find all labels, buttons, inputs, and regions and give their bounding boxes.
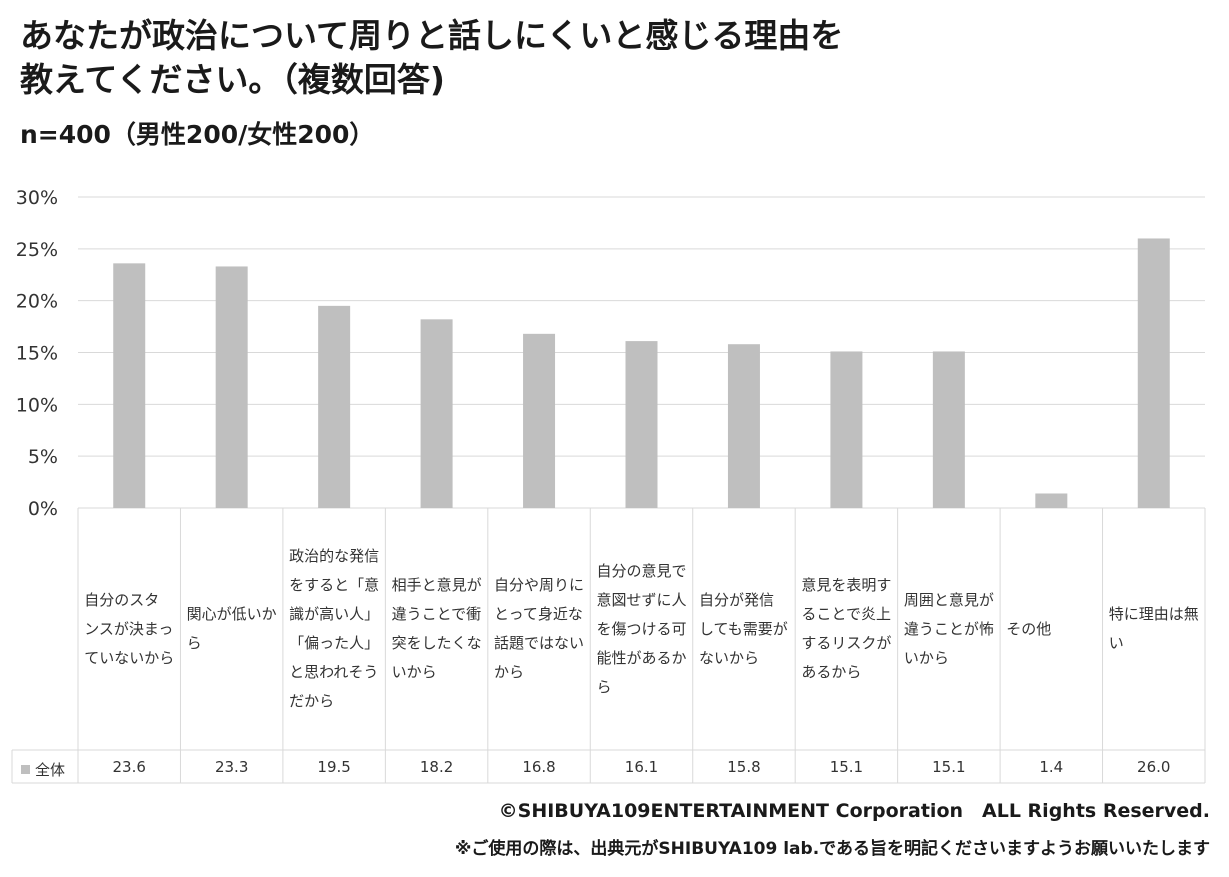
x-category-label: 自分が発信しても需要がないから xyxy=(693,508,795,750)
x-category-label: 自分や周りにとって身近な話題ではないから xyxy=(488,508,590,750)
bar xyxy=(1035,493,1068,508)
footer-copyright: ©SHIBUYA109ENTERTAINMENT Corporation ALL… xyxy=(498,800,1210,822)
y-tick-label: 10% xyxy=(16,394,58,416)
bar xyxy=(727,344,760,508)
legend-series-name: 全体 xyxy=(35,761,66,779)
x-category-label: その他 xyxy=(1000,508,1102,750)
x-category-label: 周囲と意見が違うことが怖いから xyxy=(898,508,1000,750)
y-tick-label: 25% xyxy=(16,239,58,261)
bar xyxy=(420,319,453,508)
data-table-value: 26.0 xyxy=(1137,757,1171,776)
x-category-text: 周囲と意見が違うことが怖いから xyxy=(903,590,994,667)
x-category-text: 自分が発信しても需要がないから xyxy=(698,590,788,667)
data-table-value: 1.4 xyxy=(1039,757,1064,776)
x-category-label: 意見を表明することで炎上するリスクがあるから xyxy=(795,508,897,750)
x-category-label: 相手と意見が違うことで衝突をしたくないから xyxy=(385,508,487,750)
data-table-value: 23.3 xyxy=(214,757,249,776)
x-category-label: 政治的な発信をすると「意識が高い人」「偏った人」と思われそうだから xyxy=(283,508,385,750)
x-category-text: 自分のスタンスが決まっていないから xyxy=(84,590,175,667)
x-category-text: 関心が低いから xyxy=(186,605,277,652)
bar xyxy=(523,333,556,508)
data-table-value: 16.8 xyxy=(522,757,556,776)
chart-title-line1: あなたが政治について周りと話しにくいと感じる理由を xyxy=(20,16,844,55)
data-table-value: 19.5 xyxy=(317,757,351,776)
bar xyxy=(830,351,863,508)
x-category-label: 特に理由は無い xyxy=(1103,508,1205,750)
x-category-text: その他 xyxy=(1006,619,1052,638)
data-table-value: 16.1 xyxy=(624,757,659,776)
x-category-text: 相手と意見が違うことで衝突をしたくないから xyxy=(391,576,482,681)
y-tick-label: 15% xyxy=(16,343,58,365)
y-tick-label: 0% xyxy=(28,498,58,520)
bar-chart: 0% 5% 10% 15% 20% 25% 30% xyxy=(11,187,1206,784)
data-table-value: 15.1 xyxy=(829,757,864,776)
x-category-label: 関心が低いから xyxy=(180,508,282,750)
footer-note: ※ご使用の際は、出典元がSHIBUYA109 lab.である旨を明記くださいます… xyxy=(454,839,1210,859)
x-category-label: 自分のスタンスが決まっていないから xyxy=(78,508,180,750)
x-category-text: 意見を表明することで炎上するリスクがあるから xyxy=(801,576,892,681)
chart-subtitle: n=400（男性200/女性200） xyxy=(20,120,375,149)
bar xyxy=(1137,238,1170,508)
bar xyxy=(932,351,965,508)
data-table-value: 15.8 xyxy=(727,757,761,776)
x-category-label: 自分の意見で意図せずに人を傷つける可能性があるから xyxy=(590,508,692,750)
bar xyxy=(625,341,658,508)
x-category-text: 特に理由は無い xyxy=(1108,605,1199,652)
legend-key: 全体 xyxy=(21,759,65,780)
bar xyxy=(113,263,146,508)
bar xyxy=(215,266,248,508)
y-tick-label: 5% xyxy=(28,446,58,468)
chart-title: あなたが政治について周りと話しにくいと感じる理由を 教えてください。（複数回答) xyxy=(20,14,843,102)
data-table-value: 15.1 xyxy=(932,757,966,776)
x-category-text: 政治的な発信をすると「意識が高い人」「偏った人」と思われそうだから xyxy=(289,547,380,710)
y-tick-label: 30% xyxy=(16,187,58,209)
legend-swatch xyxy=(21,765,30,774)
bar xyxy=(318,305,351,508)
data-table-value: 18.2 xyxy=(419,757,454,776)
x-category-text: 自分や周りにとって身近な話題ではないから xyxy=(494,576,585,681)
data-table-value: 23.6 xyxy=(112,757,146,776)
chart-title-line2: 教えてください。（複数回答) xyxy=(20,60,445,99)
x-category-text: 自分の意見で意図せずに人を傷つける可能性があるから xyxy=(596,561,687,696)
y-tick-label: 20% xyxy=(16,291,58,313)
